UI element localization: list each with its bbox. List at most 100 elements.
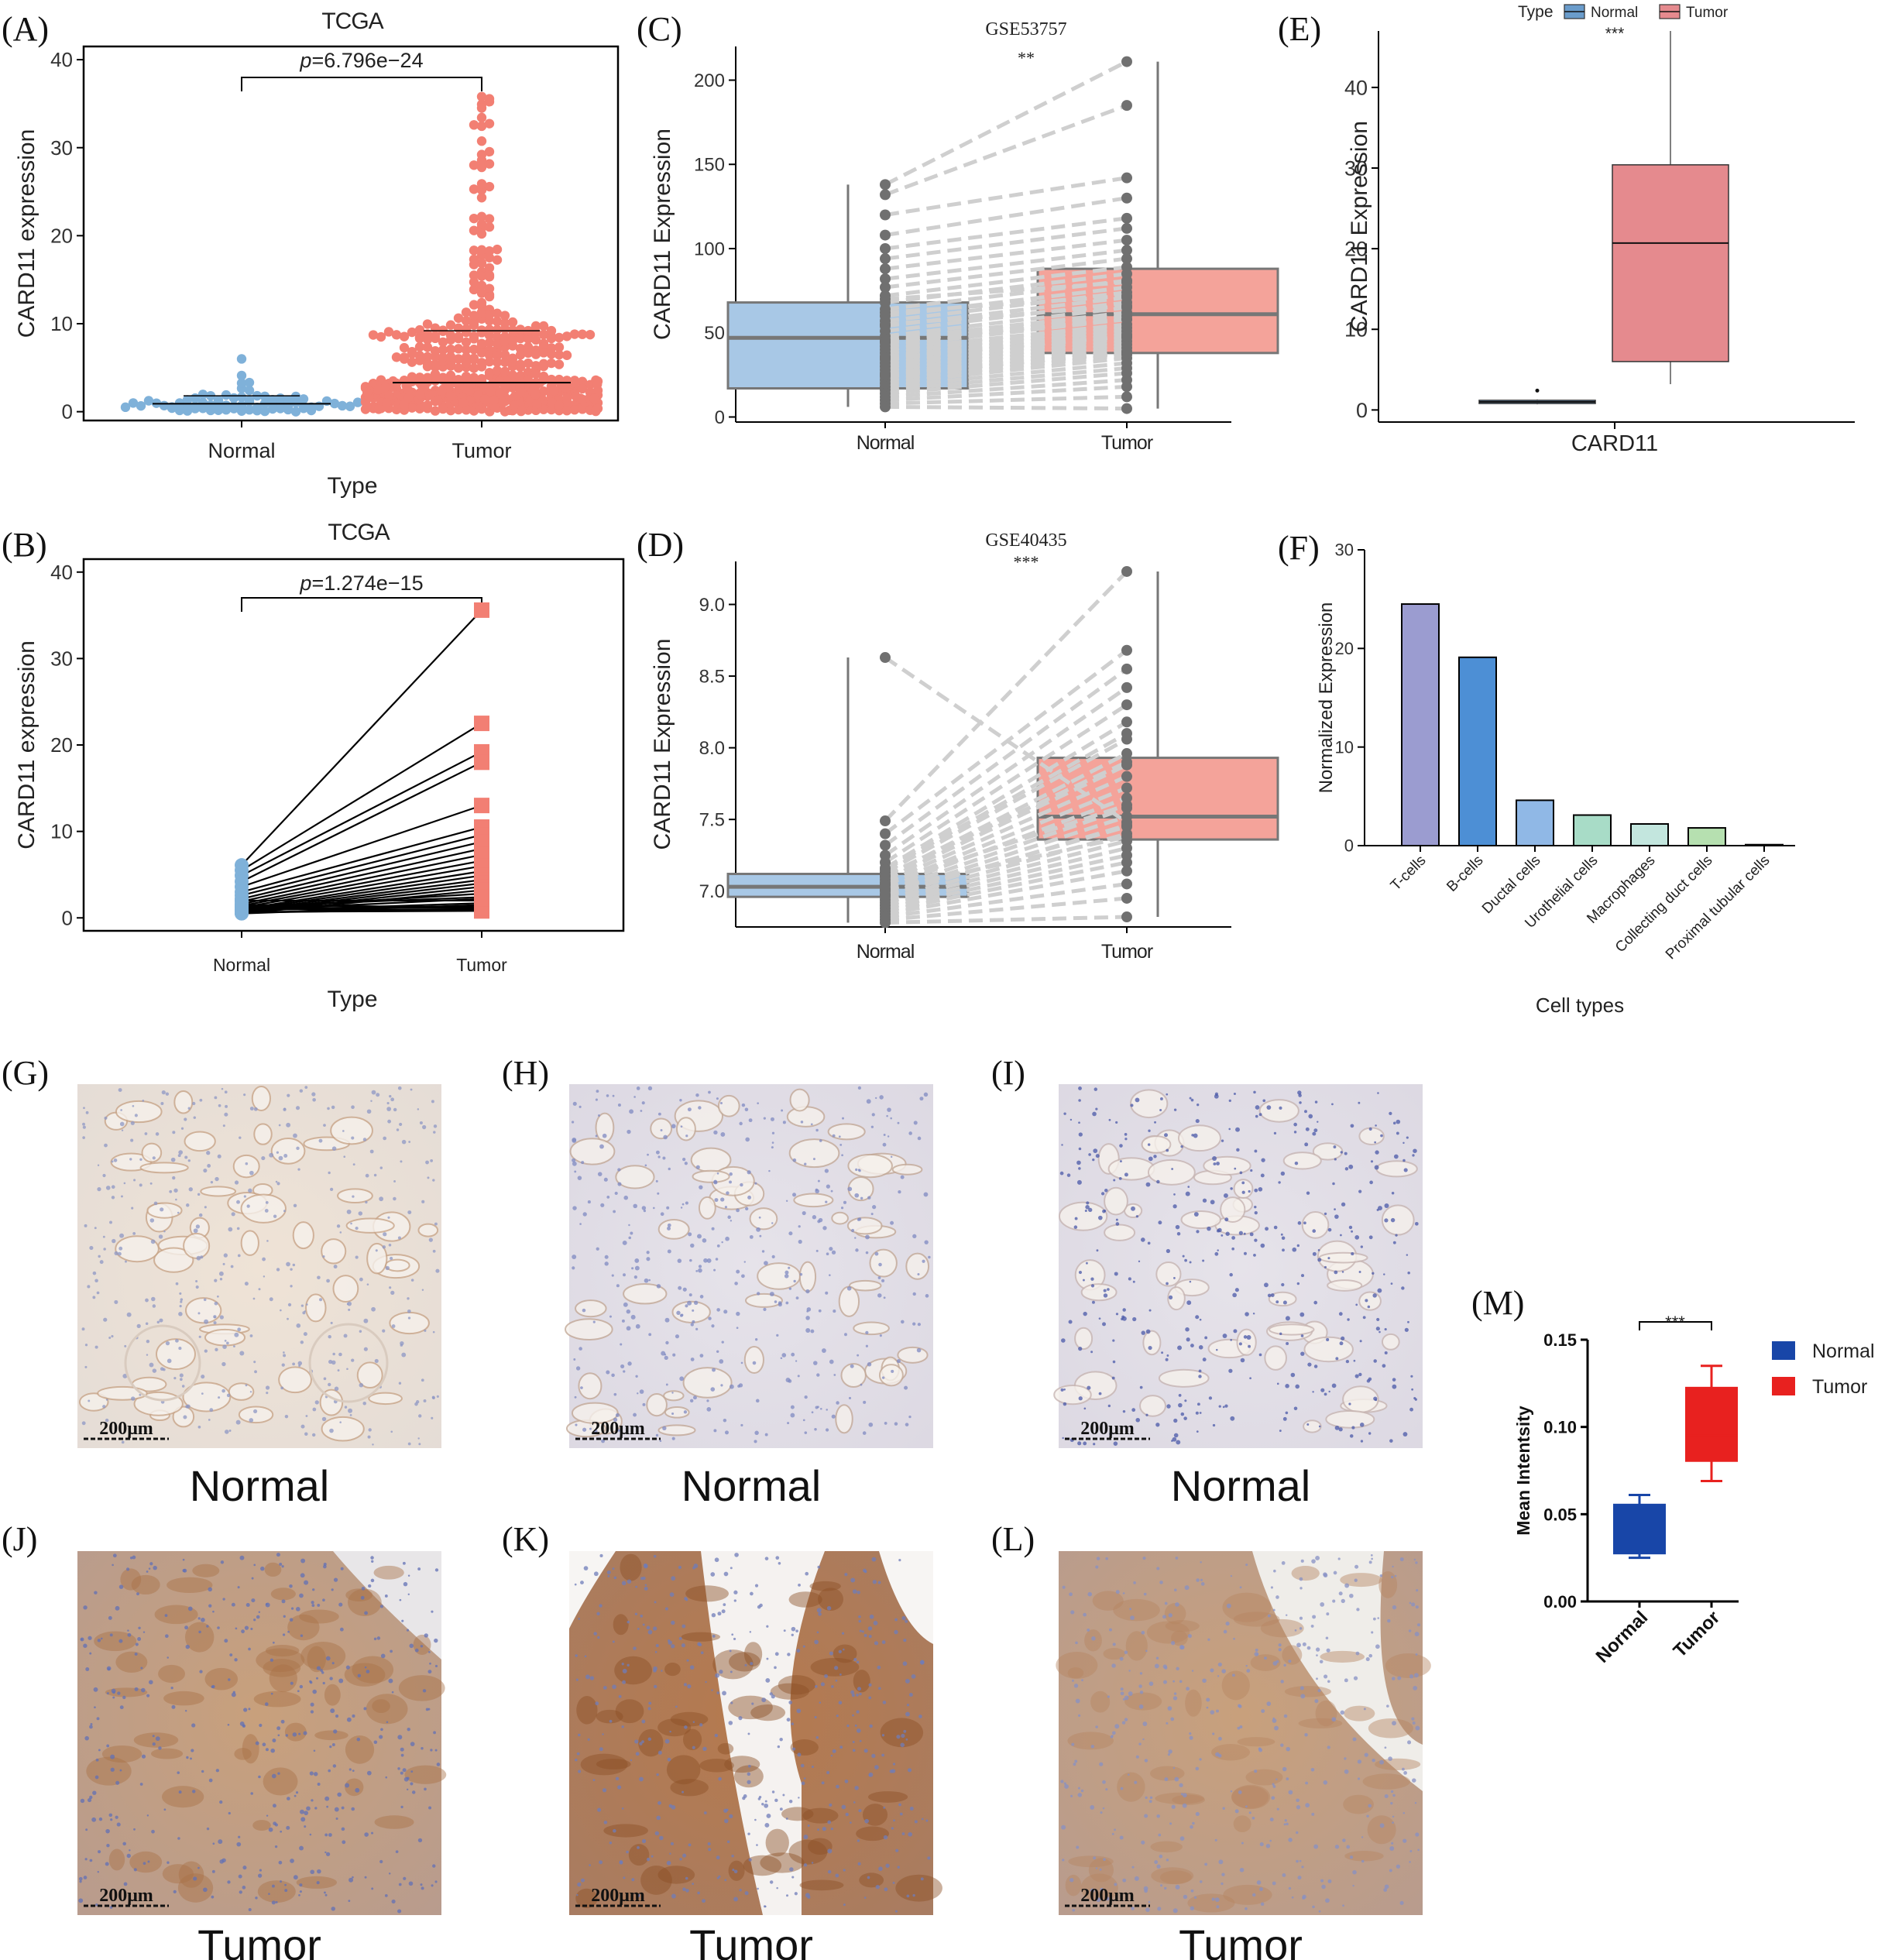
cell-nucleus (222, 1124, 225, 1128)
cell-nucleus (373, 1637, 377, 1641)
cell-nucleus (1324, 1212, 1327, 1216)
cell-nucleus (1148, 1309, 1152, 1312)
pair-line (884, 896, 1128, 922)
cell-nucleus (1144, 1759, 1148, 1763)
cell-nucleus (380, 1653, 386, 1659)
cell-nucleus (829, 1803, 833, 1807)
cell-nucleus (96, 1291, 100, 1295)
cell-nucleus (836, 1401, 839, 1405)
cell-nucleus (171, 1704, 176, 1709)
tissue-structure (838, 1285, 860, 1317)
cell-nucleus (601, 1439, 606, 1443)
cell-nucleus (182, 1558, 185, 1561)
cell-nucleus (343, 1155, 346, 1158)
cell-nucleus (617, 1168, 621, 1172)
image-caption: Tumor (689, 1921, 813, 1960)
cell-nucleus (1323, 1573, 1328, 1578)
cell-nucleus (203, 1168, 208, 1173)
cell-nucleus (599, 1553, 603, 1558)
data-point (469, 355, 479, 365)
pair-line (884, 176, 1128, 217)
cell-nucleus (917, 1136, 922, 1141)
data-point (538, 329, 549, 340)
cell-nucleus (710, 1387, 716, 1392)
cell-nucleus (432, 1330, 435, 1334)
cell-nucleus (812, 1158, 815, 1161)
data-point (407, 403, 417, 413)
cell-nucleus (248, 1188, 252, 1193)
data-point (469, 120, 479, 130)
cell-nucleus (1360, 1245, 1364, 1248)
cell-nucleus (1114, 1724, 1120, 1729)
cell-nucleus (592, 1779, 596, 1781)
cell-nucleus (898, 1189, 901, 1194)
cell-nucleus (731, 1633, 734, 1636)
tissue-structure (141, 1142, 163, 1163)
cell-nucleus (881, 1640, 886, 1644)
cell-nucleus (92, 1790, 97, 1795)
cell-nucleus (1198, 1345, 1203, 1350)
cell-nucleus (1382, 1364, 1386, 1368)
data-point (476, 155, 487, 166)
cell-nucleus (137, 1637, 142, 1641)
cell-nucleus (1100, 1811, 1103, 1814)
cell-nucleus (328, 1769, 331, 1773)
cell-nucleus (1350, 1124, 1354, 1128)
cell-nucleus (1237, 1726, 1241, 1730)
cell-nucleus (1254, 1188, 1258, 1193)
cell-nucleus (1363, 1708, 1366, 1711)
cell-nucleus (903, 1729, 907, 1733)
cell-nucleus (1297, 1221, 1302, 1225)
x-tick-label: Proximal tubular cells (1663, 853, 1773, 963)
cell-nucleus (706, 1407, 712, 1412)
cell-nucleus (379, 1196, 384, 1202)
cell-nucleus (193, 1876, 197, 1881)
bar (1630, 822, 1669, 847)
cell-nucleus (1093, 1087, 1098, 1091)
cell-nucleus (81, 1327, 85, 1331)
cell-nucleus (293, 1203, 297, 1208)
data-point (407, 357, 417, 367)
cell-nucleus (794, 1892, 798, 1896)
cell-nucleus (363, 1347, 368, 1351)
cell-nucleus (185, 1644, 190, 1649)
cell-nucleus (1141, 1630, 1145, 1635)
cell-nucleus (1232, 1292, 1237, 1298)
cell-nucleus (927, 1856, 931, 1860)
cell-nucleus (785, 1200, 788, 1203)
cell-nucleus (369, 1149, 374, 1154)
cell-nucleus (857, 1086, 862, 1090)
cell-nucleus (572, 1158, 576, 1162)
cell-nucleus (1260, 1243, 1265, 1248)
cell-nucleus (121, 1129, 124, 1131)
cell-nucleus (201, 1392, 204, 1395)
tissue-structure (1090, 1691, 1111, 1713)
cell-nucleus (750, 1662, 754, 1666)
tissue-structure (646, 1392, 668, 1417)
cell-nucleus (332, 1764, 337, 1768)
cell-nucleus (1404, 1327, 1409, 1332)
y-axis-label: CARD11 Expression (650, 639, 675, 850)
y-tick-label: 200 (694, 70, 725, 91)
x-tick-label: Normal (213, 955, 270, 975)
cell-nucleus (103, 1317, 108, 1322)
data-point (290, 391, 301, 402)
cell-nucleus (272, 1804, 276, 1808)
tumor-point (1121, 381, 1132, 393)
data-point (438, 345, 448, 355)
normal-point (880, 863, 891, 875)
data-point (507, 317, 518, 328)
cell-nucleus (897, 1866, 900, 1869)
cell-nucleus (338, 1602, 343, 1607)
cell-nucleus (213, 1321, 217, 1325)
cell-nucleus (738, 1716, 743, 1721)
cell-nucleus (606, 1094, 609, 1097)
tissue-structure (757, 1262, 802, 1290)
data-point (554, 400, 565, 410)
cell-nucleus (218, 1396, 221, 1399)
tumor-point (474, 891, 489, 907)
cell-nucleus (634, 1258, 640, 1263)
cell-nucleus (197, 1425, 201, 1429)
cell-nucleus (766, 1814, 771, 1818)
cell-nucleus (352, 1876, 354, 1879)
